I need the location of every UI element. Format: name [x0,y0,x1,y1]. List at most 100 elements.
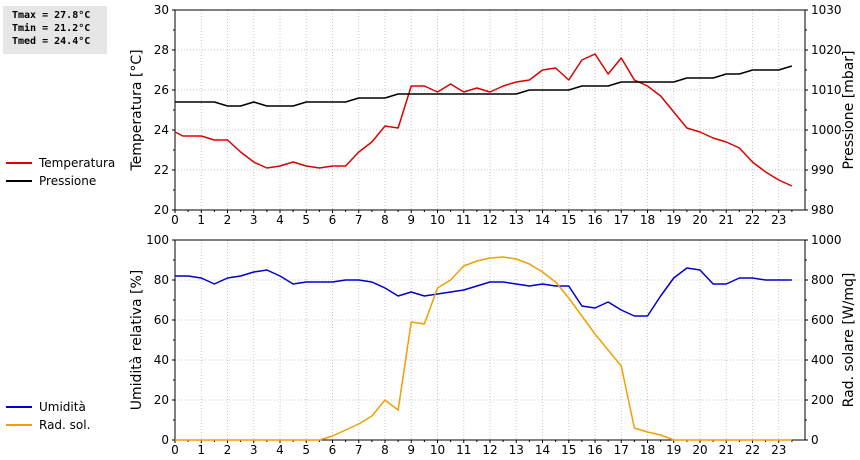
series-line-temperatura [174,53,793,187]
x-tick-label: 7 [355,213,363,227]
x-tick-label: 12 [482,443,497,457]
x-tick-label: 12 [482,213,497,227]
legend-swatch-radsol [6,424,32,426]
x-tick-label: 8 [381,213,389,227]
y-left-tick-label: 30 [154,3,169,17]
x-tick-label: 1 [197,213,205,227]
x-tick-label: 22 [745,213,760,227]
x-tick-label: 10 [430,213,445,227]
x-tick-label: 6 [329,443,337,457]
y-right-tick-label: 600 [811,313,834,327]
x-tick-label: 13 [509,213,524,227]
y-left-tick-label: 20 [154,203,169,217]
x-tick-label: 15 [561,443,576,457]
legend-item-umidita: Umidità [6,398,90,416]
y-left-tick-label: 22 [154,163,169,177]
y-left-tick-label: 40 [154,353,169,367]
y-right-tick-label: 980 [811,203,834,217]
x-tick-label: 9 [407,213,415,227]
x-tick-label: 2 [224,443,232,457]
x-tick-label: 16 [587,443,602,457]
legend-label-umidita: Umidità [39,400,86,414]
legend-label-temperatura: Temperatura [39,156,116,170]
x-tick-label: 7 [355,443,363,457]
x-tick-label: 2 [224,213,232,227]
x-tick-label: 5 [302,213,310,227]
x-tick-label: 15 [561,213,576,227]
x-tick-label: 23 [771,443,786,457]
legend-item-radsol: Rad. sol. [6,416,90,434]
y-right-tick-label: 800 [811,273,834,287]
x-tick-label: 20 [692,213,707,227]
y-left-tick-label: 24 [154,123,169,137]
y-right-tick-label: 990 [811,163,834,177]
plot-frame [174,239,806,441]
y-right-tick-label: 1020 [811,43,842,57]
x-tick-label: 18 [640,443,655,457]
x-tick-label: 13 [509,443,524,457]
legend-bottom-active: Umidità Rad. sol. [6,398,90,434]
legend-item-temperatura: Temperatura [6,154,115,172]
tmin-text: Tmin = 21.2°C [12,23,91,34]
legend-swatch-umidita [6,406,32,408]
x-tick-label: 1 [197,443,205,457]
tmax-text: Tmax = 27.8°C [12,10,91,21]
x-tick-label: 3 [250,443,258,457]
x-tick-label: 9 [407,443,415,457]
y-right-axis-label: Pressione [mbar] [841,50,857,169]
x-tick-label: 22 [745,443,760,457]
y-right-tick-label: 1000 [811,233,842,247]
legend-item-pressione: Pressione [6,172,115,190]
y-left-tick-label: 60 [154,313,169,327]
legend-swatch-temperatura [6,162,32,164]
legend-label-radsol: Rad. sol. [39,418,91,432]
x-tick-label: 3 [250,213,258,227]
x-tick-label: 0 [171,443,179,457]
y-left-axis-label: Temperatura [°C] [129,49,145,171]
x-tick-label: 14 [535,443,550,457]
x-tick-label: 17 [614,213,629,227]
legend-top: Temperatura Pressione [6,154,115,190]
y-right-tick-label: 1000 [811,123,842,137]
series-line-rad-sol [175,256,792,441]
x-tick-label: 21 [719,213,734,227]
stats-box: Tmax = 27.8°C Tmin = 21.2°C Tmed = 24.4°… [3,6,107,54]
x-tick-label: 17 [614,443,629,457]
legend-label-pressione: Pressione [39,174,97,188]
series-line-pressione [175,65,793,107]
x-tick-label: 14 [535,213,550,227]
y-right-tick-label: 400 [811,353,834,367]
x-tick-label: 23 [771,213,786,227]
y-left-tick-label: 26 [154,83,169,97]
x-tick-label: 10 [430,443,445,457]
plot-frame [174,9,806,211]
y-right-tick-label: 0 [811,433,819,447]
x-tick-label: 11 [456,213,471,227]
x-tick-label: 20 [692,443,707,457]
y-left-axis-label: Umidità relativa [%] [129,270,145,411]
y-left-tick-label: 0 [161,433,169,447]
x-tick-label: 0 [171,213,179,227]
x-tick-label: 4 [276,213,284,227]
x-tick-label: 16 [587,213,602,227]
x-tick-label: 5 [302,443,310,457]
x-tick-label: 4 [276,443,284,457]
y-left-tick-label: 80 [154,273,169,287]
x-tick-label: 11 [456,443,471,457]
y-right-tick-label: 1010 [811,83,842,97]
x-tick-label: 6 [329,213,337,227]
x-tick-label: 19 [666,213,681,227]
x-tick-label: 21 [719,443,734,457]
x-tick-label: 19 [666,443,681,457]
y-left-tick-label: 28 [154,43,169,57]
x-tick-label: 8 [381,443,389,457]
y-right-axis-label: Rad. solare [W/mq] [841,273,857,408]
legend-swatch-pressione [6,180,32,182]
tmed-text: Tmed = 24.4°C [12,36,91,47]
y-left-tick-label: 20 [154,393,169,407]
x-tick-label: 18 [640,213,655,227]
series-line-umidit [175,267,792,317]
y-right-tick-label: 1030 [811,3,842,17]
y-right-tick-label: 200 [811,393,834,407]
